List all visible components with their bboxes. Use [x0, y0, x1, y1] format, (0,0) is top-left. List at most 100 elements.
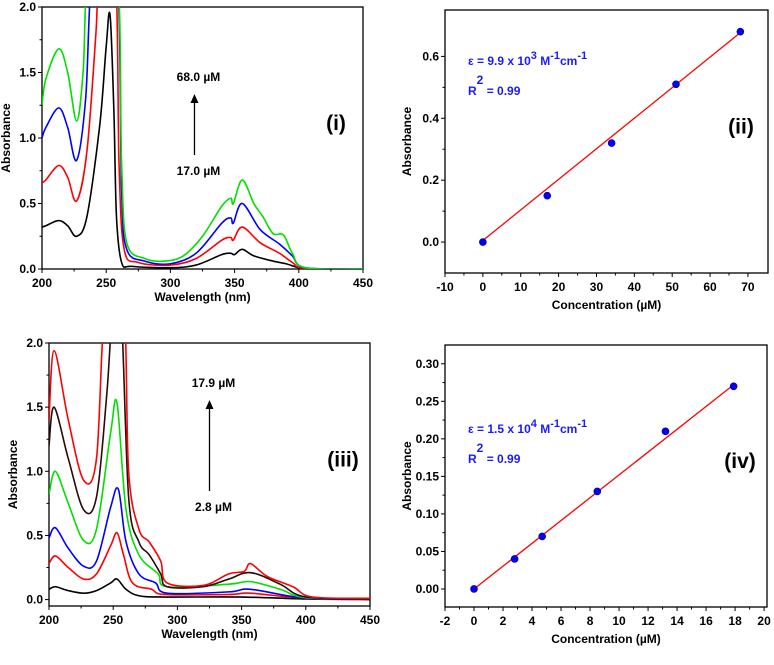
series-line-1	[42, 11, 363, 269]
y-tick-label: 0.4	[422, 111, 439, 125]
x-tick-label: 300	[160, 276, 180, 290]
x-tick-label: 350	[225, 276, 245, 290]
plot-frame	[41, 6, 364, 270]
epsilon-epsilon-cm-exp: -1	[577, 50, 587, 62]
y-axis-label: Absorbance	[400, 107, 414, 177]
scatter-group	[479, 27, 745, 246]
y-tick-label: 0.6	[422, 49, 439, 63]
y-tick-label: 0.0	[422, 235, 439, 249]
y-tick-label: 1.5	[19, 66, 36, 80]
y-tick-label: 2.0	[19, 0, 36, 14]
x-tick-label: 50	[666, 280, 680, 294]
series-line-2	[42, 7, 363, 269]
series-line-6	[49, 343, 370, 600]
x-tick-label: 18	[728, 614, 742, 628]
epsilon-epsilon-text: ε = 1.5 x 10	[468, 422, 531, 436]
x-tick-label: 16	[699, 614, 713, 628]
series-group	[42, 7, 363, 269]
r2-r2-value: = 0.99	[483, 84, 520, 98]
data-point	[593, 487, 602, 496]
r2-r2-exp: 2	[477, 441, 484, 455]
annotation-top: 68.0 µM	[177, 70, 221, 84]
y-tick-label: 0.30	[416, 357, 440, 371]
x-tick-label: 20	[552, 280, 566, 294]
data-point	[661, 427, 670, 436]
panel-label: (i)	[326, 112, 346, 135]
y-tick-label: 0.5	[26, 528, 43, 542]
y-tick-label: 0.00	[416, 582, 440, 596]
data-point	[607, 139, 616, 147]
annotation-bottom: 17.0 µM	[177, 164, 221, 178]
data-point	[736, 27, 745, 36]
epsilon-epsilon-unit: M	[537, 422, 550, 436]
epsilon-epsilon-unit-exp: -1	[550, 50, 560, 62]
data-point	[479, 238, 487, 246]
epsilon-epsilon-unit: M	[537, 54, 550, 68]
series-line-2	[49, 531, 370, 600]
data-point	[510, 555, 519, 563]
y-tick-label: 0.15	[416, 469, 440, 483]
x-tick-label: 60	[703, 280, 717, 294]
plot-frame	[444, 344, 768, 608]
y-tick-label: 0.0	[19, 262, 36, 276]
data-point	[470, 585, 478, 593]
epsilon-epsilon-exp: 4	[531, 418, 538, 430]
x-axis-label: Wavelength (nm)	[161, 627, 257, 641]
x-tick-label: 250	[96, 276, 116, 290]
data-point	[672, 80, 680, 89]
x-tick-label: -10	[436, 280, 454, 294]
y-axis-label: Absorbance	[400, 441, 414, 511]
y-tick-label: 0.25	[416, 394, 440, 408]
x-tick-label: 300	[167, 613, 187, 627]
epsilon-epsilon-exp: 3	[531, 50, 537, 62]
panel-1: 200 250 300 350 400 450 0.0 0.5 1.0 1.5 2.0 Wavelen…	[0, 0, 373, 304]
series-line-4	[42, 7, 363, 269]
x-tick-label: 0	[471, 614, 478, 628]
x-tick-label: 350	[232, 613, 252, 627]
panel-4: -2 0 2 4 6 8 10 12 14 16 18 20 0.00 0.05 0.10 0.15 0.20 0…	[400, 344, 771, 646]
epsilon-epsilon-cm: cm	[560, 54, 577, 68]
plot-frame	[444, 9, 769, 274]
x-tick-label: -2	[440, 614, 451, 628]
panel-label: (ii)	[728, 116, 754, 139]
data-point	[543, 191, 552, 200]
y-tick-label: 0.10	[416, 507, 440, 521]
x-axis-label: Concentration (µM)	[552, 298, 662, 312]
panel-label: (iv)	[724, 450, 756, 473]
y-axis-label: Absorbance	[0, 103, 13, 173]
x-tick-label: 200	[39, 613, 59, 627]
r2-r2-label: R	[468, 84, 477, 98]
x-tick-label: 10	[514, 280, 528, 294]
epsilon-epsilon-cm: cm	[560, 422, 577, 436]
series-line-5	[49, 343, 370, 600]
series-line-3	[42, 7, 363, 269]
data-point	[538, 532, 546, 541]
y-tick-label: 1.0	[19, 131, 36, 145]
x-tick-label: 0	[480, 280, 487, 294]
annotation-top: 17.9 µM	[192, 376, 236, 390]
r2-r2-exp: 2	[477, 73, 484, 87]
y-tick-label: 1.0	[26, 464, 43, 478]
series-line-3	[49, 487, 370, 600]
x-tick-label: 14	[670, 614, 684, 628]
panel-3: 200 250 300 350 400 450 0.0 0.5 1.0 1.5 2.0 Wavelen…	[6, 336, 380, 641]
y-tick-label: 0.5	[19, 197, 36, 211]
x-tick-label: 40	[628, 280, 642, 294]
x-tick-label: 400	[296, 613, 316, 627]
x-axis-label: Wavelength (nm)	[154, 290, 250, 304]
series-line-1	[49, 578, 370, 601]
panel-2: -10 0 10 20 30 40 50 60 70 0.0 0.2 0.4 0.6 Concentrat…	[400, 9, 769, 312]
x-tick-label: 8	[587, 614, 594, 628]
fit-line	[482, 32, 741, 242]
y-tick-label: 0.20	[416, 432, 440, 446]
x-axis-label: Concentration (µM)	[551, 632, 661, 646]
x-tick-label: 400	[289, 276, 309, 290]
fit-line	[473, 384, 735, 590]
r2-r2-label: R	[468, 452, 477, 466]
data-point	[729, 382, 738, 391]
r-squared-annotation: R2 = 0.99	[468, 73, 521, 98]
x-tick-label: 2	[500, 614, 507, 628]
y-tick-label: 1.5	[26, 400, 43, 414]
